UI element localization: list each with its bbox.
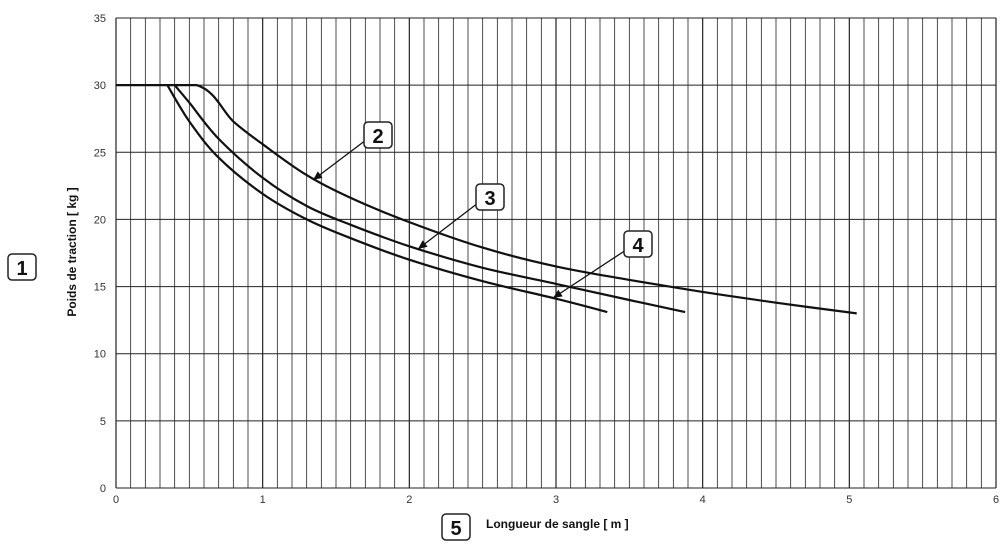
callout-5-badge: 5 — [441, 513, 471, 541]
grid — [115, 17, 997, 489]
y-tick-label: 35 — [94, 13, 106, 25]
callout-2-badge: 2 — [363, 121, 393, 149]
y-tick-label: 0 — [100, 483, 106, 495]
series-line-4 — [166, 84, 608, 314]
y-tick-label: 30 — [94, 80, 106, 92]
callout-3-arrow-shaft — [417, 202, 479, 250]
y-tick-label: 25 — [94, 147, 106, 159]
x-tick-label: 2 — [406, 494, 412, 506]
series-line-3 — [173, 84, 686, 314]
y-tick-label: 5 — [100, 416, 106, 428]
y-tick-label: 15 — [94, 282, 106, 294]
callout-4-arrow-shaft — [552, 249, 627, 299]
callout-3-label: 3 — [484, 188, 495, 210]
callout-3-badge: 3 — [475, 183, 505, 211]
tick-labels: 0 1 2 3 4 5 6 0 5 10 15 20 25 30 35 — [94, 13, 999, 506]
series-line-2 — [116, 83, 857, 315]
x-tick-label: 1 — [260, 494, 266, 506]
callout-4-arrow-head — [553, 289, 563, 298]
callout-2-arrow — [312, 139, 367, 181]
callout-2-label: 2 — [372, 126, 383, 148]
y-tick-label: 10 — [94, 349, 106, 361]
callout-3-arrow-head — [418, 240, 428, 249]
callout-4-arrow — [552, 249, 627, 299]
callout-arrows — [312, 139, 627, 299]
callout-4-label: 4 — [632, 235, 644, 257]
callout-3-arrow — [417, 202, 479, 250]
y-tick-label: 20 — [94, 214, 106, 226]
x-tick-label: 3 — [553, 494, 559, 506]
callout-1-badge: 1 — [7, 253, 37, 281]
x-axis-title: Longueur de sangle [ m ] — [486, 517, 629, 531]
x-tick-label: 6 — [993, 494, 999, 506]
callout-2-arrow-shaft — [312, 139, 367, 181]
x-tick-label: 0 — [113, 494, 119, 506]
callout-1-label: 1 — [16, 258, 27, 280]
x-tick-label: 5 — [846, 494, 852, 506]
y-axis-title: Poids de traction [ kg ] — [65, 187, 79, 316]
callout-5-label: 5 — [450, 518, 461, 540]
x-tick-label: 4 — [700, 494, 706, 506]
callout-2-arrow-head — [313, 171, 323, 180]
callout-4-badge: 4 — [623, 230, 653, 258]
series-lines — [116, 83, 857, 315]
